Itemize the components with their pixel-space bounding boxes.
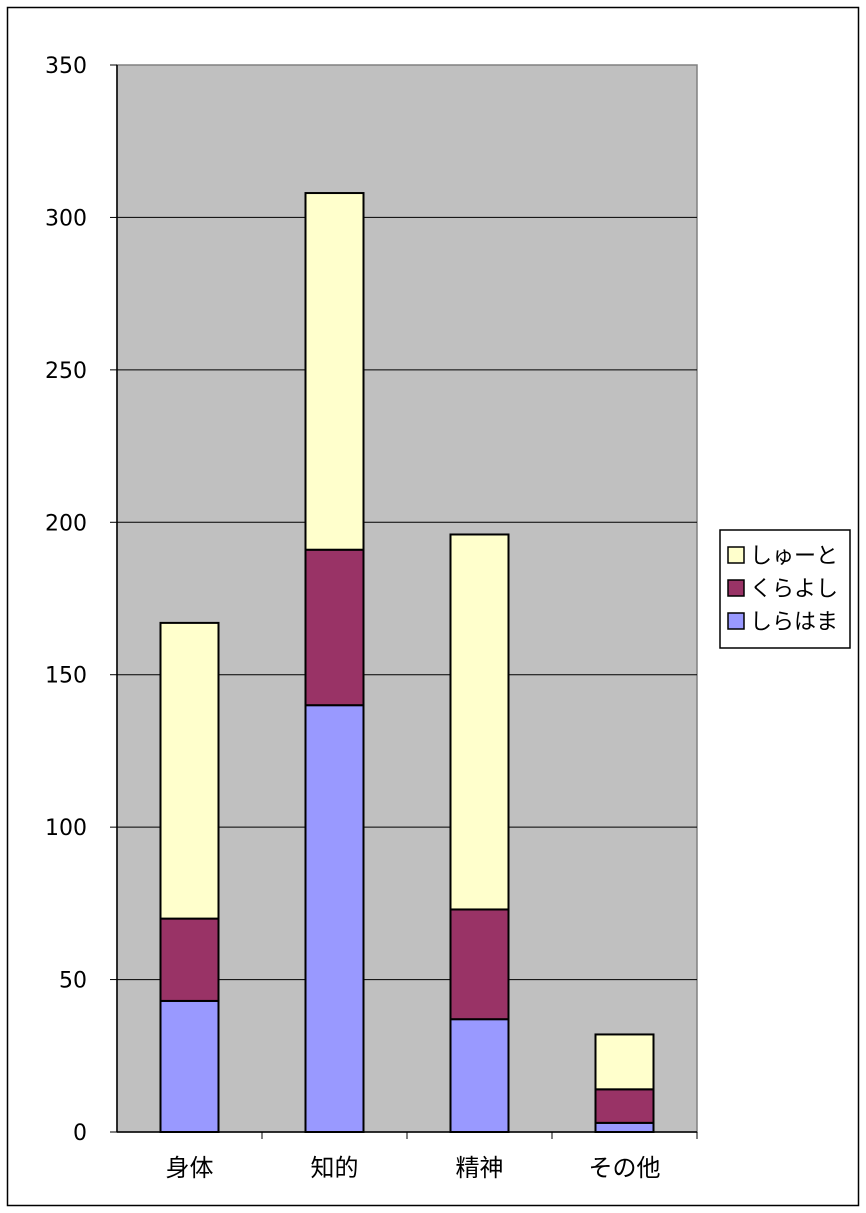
legend-swatch	[727, 612, 745, 630]
y-tick-label: 0	[73, 1121, 87, 1146]
bar-segment	[159, 621, 220, 920]
bar-segment	[594, 1033, 655, 1091]
x-tick-label: 知的	[311, 1154, 359, 1182]
y-tick-label: 300	[45, 206, 87, 231]
legend-swatch	[727, 579, 745, 597]
axes: 0 50 100 150 200 250 300 350 身体 知的 精神 その他	[45, 54, 698, 1182]
x-tick-label: 精神	[456, 1154, 504, 1182]
bar-segment	[304, 548, 365, 707]
bar-segment	[594, 1121, 655, 1133]
legend-label: しらはま	[750, 610, 838, 635]
legend-swatch	[727, 546, 745, 564]
x-tick-label: その他	[589, 1154, 661, 1182]
bar-segment	[304, 704, 365, 1133]
x-tick-label: 身体	[166, 1154, 214, 1182]
y-tick-label: 350	[45, 54, 87, 79]
y-tick-label: 100	[45, 816, 87, 841]
legend-label: くらよし	[750, 577, 838, 602]
bar-segment	[594, 1088, 655, 1124]
y-tick-label: 200	[45, 511, 87, 536]
bar-segment	[449, 1018, 510, 1134]
bar-segment	[159, 999, 220, 1134]
y-tick-label: 50	[59, 969, 87, 994]
bar-segment	[449, 533, 510, 911]
y-tick-label: 250	[45, 359, 87, 384]
legend-label: しゅーと	[750, 544, 838, 569]
bar-segment	[304, 192, 365, 551]
bar-segment	[159, 917, 220, 1002]
bars	[159, 192, 655, 1134]
y-tick-label: 150	[45, 664, 87, 689]
bar-segment	[449, 908, 510, 1021]
